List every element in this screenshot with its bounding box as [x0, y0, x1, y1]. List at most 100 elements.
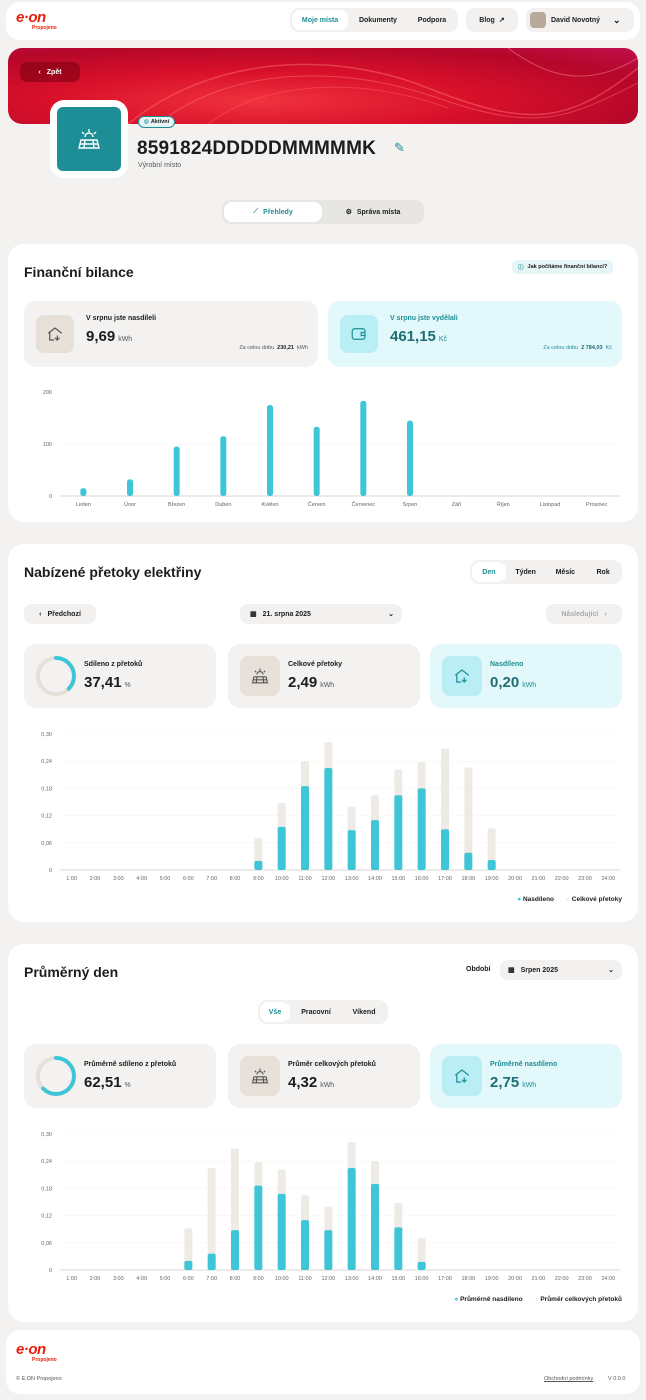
bar-shared[interactable] — [254, 1185, 263, 1270]
external-link-icon: ↗ — [498, 17, 505, 24]
bar-shared[interactable] — [417, 1261, 426, 1270]
info-icon: ⓘ — [518, 265, 524, 271]
filter-pracovni[interactable]: Pracovní — [301, 1008, 331, 1016]
x-tick-label: Srpen — [403, 502, 418, 508]
x-tick-label: Říjen — [497, 500, 510, 508]
bar-total[interactable] — [487, 828, 496, 870]
ring-fill — [36, 1056, 76, 1096]
period-select[interactable]: ▦ Srpen 2025 ⌄ — [500, 960, 622, 980]
x-tick-label: Únor — [124, 501, 136, 508]
bar-shared[interactable] — [207, 1253, 216, 1270]
date-picker[interactable]: ▦ 21. srpna 2025 ⌄ — [240, 604, 402, 624]
chart-svg: 0 0,06 0,12 0,18 0,24 0,30 1:00 2:00 3:00 4:00 5:0… — [41, 1132, 620, 1282]
avatar — [530, 12, 546, 28]
user-menu[interactable]: David Novotný ⌄ — [526, 8, 634, 32]
edit-icon[interactable]: ✎ — [394, 140, 405, 155]
filter-vse[interactable]: Vše — [260, 1002, 290, 1022]
chevron-left-icon: ‹ — [39, 610, 42, 618]
y-tick-label: 0,12 — [41, 1214, 52, 1220]
chart-legend: ● Průměrně nasdíleno ● Průměr celkových … — [454, 1296, 622, 1303]
period-tyden[interactable]: Týden — [515, 568, 536, 576]
x-tick-label: Září — [452, 502, 462, 508]
bar-shared[interactable] — [301, 1220, 309, 1270]
bar-shared[interactable] — [184, 1260, 193, 1270]
section-title: Nabízené přetoky elektřiny — [24, 564, 202, 580]
bar-shared[interactable] — [301, 786, 309, 870]
next-button[interactable]: Následující › — [546, 604, 622, 624]
section-title: Finanční bilance — [24, 264, 134, 280]
bar-month[interactable] — [267, 405, 273, 496]
bar-shared[interactable] — [371, 820, 379, 870]
avg-total-flows-stat: Průměr celkových přetoků 4,32 kWh — [228, 1044, 420, 1108]
nav-dokumenty[interactable]: Dokumenty — [358, 16, 398, 24]
bar-shared[interactable] — [371, 1183, 379, 1270]
x-tick-label: 11:00 — [298, 1276, 311, 1282]
bar-month[interactable] — [173, 446, 180, 496]
bar-total[interactable] — [207, 1168, 216, 1270]
bar-shared[interactable] — [347, 830, 356, 870]
bar-month[interactable] — [360, 400, 367, 496]
x-tick-label: 5:00 — [160, 1276, 171, 1282]
shared-total: Za celou dobu 230,21 kWh — [239, 345, 308, 351]
average-day-card: Průměrný den Období ▦ Srpen 2025 ⌄ Vše Pr… — [8, 944, 638, 1322]
status-badge: ◎ Aktivní — [138, 116, 176, 128]
tab-sprava-mista[interactable]: ⚙ Správa místa — [345, 208, 401, 217]
x-tick-label: Prosinec — [586, 502, 608, 508]
eon-logo[interactable]: e·on Propojeno — [16, 9, 57, 31]
x-tick-label: 22:00 — [555, 876, 569, 882]
total-flows-stat: Celkové přetoky 2,49 kWh — [228, 644, 420, 708]
terms-link[interactable]: Obchodní podmínky — [544, 1376, 594, 1382]
bar-shared[interactable] — [324, 768, 333, 870]
bar-month[interactable] — [313, 426, 320, 496]
chart-svg: 0 100 200 Leden Únor Březen Duben Květen Červen Č… — [43, 390, 620, 508]
nav-moje-mista[interactable]: Moje místa — [292, 10, 348, 30]
x-tick-label: 14:00 — [368, 876, 382, 882]
bar-shared[interactable] — [464, 852, 473, 870]
chevron-down-icon: ⌄ — [608, 967, 614, 974]
footer-logo[interactable]: e·on Propojeno — [16, 1341, 57, 1363]
settings-icon: ⚙ — [345, 209, 352, 216]
y-tick-label: 0,30 — [41, 1132, 52, 1138]
blog-button[interactable]: Blog ↗ — [466, 8, 518, 32]
prev-button[interactable]: ‹ Předchozí — [24, 604, 96, 624]
hourly-flows-chart: 0 0,06 0,12 0,18 0,24 0,30 1:00 2:00 3:00 4:00 5:0… — [20, 726, 626, 888]
back-button[interactable]: ‹ Zpět — [20, 62, 80, 82]
bar-month[interactable] — [407, 420, 413, 496]
y-tick-label: 0,12 — [41, 814, 52, 820]
bar-month[interactable] — [127, 479, 133, 496]
bar-month[interactable] — [80, 488, 87, 496]
bar-shared[interactable] — [324, 1230, 333, 1270]
x-tick-label: Květen — [261, 502, 278, 508]
x-tick-label: 19:00 — [485, 1276, 499, 1282]
earned-value: 461,15 Kč — [390, 328, 448, 345]
bar-total[interactable] — [464, 767, 473, 870]
x-tick-label: 11:00 — [298, 876, 311, 882]
house-down-icon — [36, 315, 74, 353]
bar-shared[interactable] — [347, 1168, 356, 1270]
nav-podpora[interactable]: Podpora — [417, 16, 447, 24]
filter-vikend[interactable]: Víkend — [352, 1008, 376, 1016]
bar-shared[interactable] — [277, 826, 286, 870]
s3-label: Průměrně nasdíleno — [490, 1061, 558, 1068]
calendar-icon: ▦ — [508, 967, 515, 974]
bar-shared[interactable] — [417, 788, 426, 870]
bar-shared[interactable] — [394, 1227, 403, 1270]
bar-total[interactable] — [184, 1228, 193, 1270]
x-tick-label: Listopad — [540, 502, 561, 508]
period-mesic[interactable]: Měsíc — [555, 568, 576, 576]
period-den[interactable]: Den — [472, 562, 506, 582]
bar-shared[interactable] — [254, 860, 263, 870]
bar-shared[interactable] — [394, 795, 403, 870]
help-link[interactable]: ⓘ Jak počítáme finanční bilanci? — [512, 260, 614, 274]
bar-shared[interactable] — [441, 829, 449, 870]
bar-shared[interactable] — [277, 1193, 286, 1270]
bar-shared[interactable] — [487, 860, 496, 870]
period-rok[interactable]: Rok — [596, 568, 610, 576]
earned-stat: V srpnu jste vydělali 461,15 Kč Za celou … — [328, 301, 622, 367]
x-tick-label: 6:00 — [183, 876, 194, 882]
bar-shared[interactable] — [231, 1230, 239, 1270]
s2-value: 4,32 kWh — [288, 1074, 335, 1091]
bar-month[interactable] — [220, 436, 227, 496]
tab-prehledy[interactable]: ⟋ Přehledy — [224, 202, 322, 222]
shared-label: V srpnu jste nasdíleli — [86, 315, 157, 322]
